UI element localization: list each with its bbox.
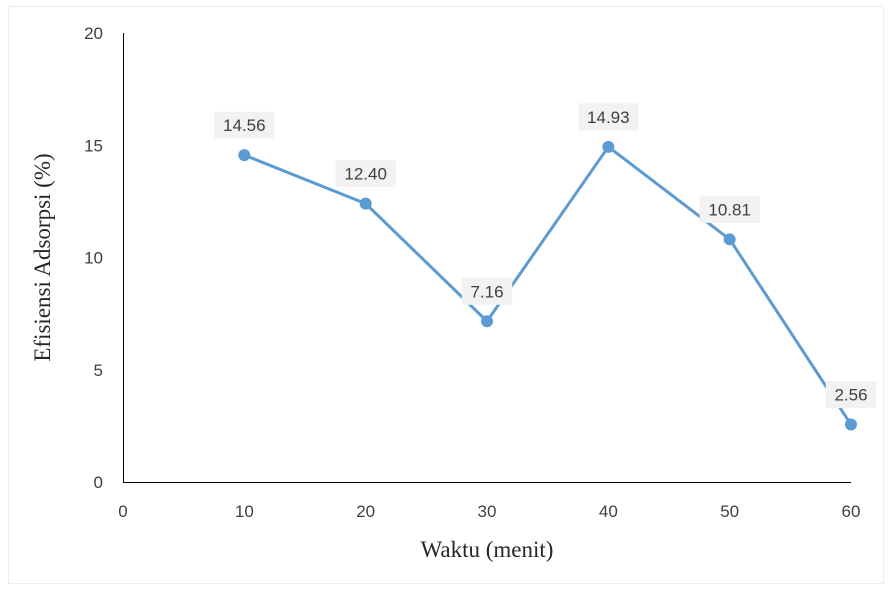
- y-tick-label: 0: [94, 473, 103, 492]
- data-label: 14.56: [223, 116, 266, 135]
- axes: [123, 33, 851, 483]
- data-point: [845, 418, 857, 431]
- series-line: [243, 145, 853, 426]
- data-label-box: [699, 195, 760, 223]
- chart-frame: [8, 6, 884, 584]
- data-point: [359, 197, 372, 210]
- data-point: [238, 149, 251, 162]
- y-tick-label: 15: [84, 136, 103, 155]
- y-tick-label: 10: [84, 249, 103, 268]
- x-tick-label: 10: [235, 502, 254, 521]
- data-label-box: [461, 277, 513, 305]
- x-tick-label: 20: [356, 502, 375, 521]
- y-tick-label: 5: [94, 361, 103, 380]
- data-label-box: [825, 381, 877, 409]
- x-tick-label: 50: [720, 502, 739, 521]
- data-label: 10.81: [708, 200, 751, 219]
- data-labels: 14.56 12.40 7.16 14.93 10.81 2.56: [214, 103, 877, 409]
- data-label: 7.16: [470, 282, 503, 301]
- data-point: [481, 315, 493, 328]
- data-label: 14.93: [587, 108, 630, 127]
- data-label: 2.56: [834, 386, 867, 405]
- x-tick-label: 30: [478, 502, 497, 521]
- data-point: [723, 233, 736, 246]
- data-label-box: [335, 160, 396, 188]
- x-tick-label: 40: [599, 502, 618, 521]
- data-label: 12.40: [344, 165, 387, 184]
- y-axis-title: Efisiensi Adsorpsi (%): [30, 153, 55, 361]
- data-point: [602, 140, 615, 153]
- x-axis-title: Waktu (menit): [421, 537, 554, 562]
- x-tick-label: 0: [118, 502, 127, 521]
- series-layer: [238, 140, 857, 431]
- data-label-box: [578, 103, 639, 131]
- y-tick-labels: 0 5 10 15 20: [84, 24, 103, 492]
- x-tick-label: 60: [842, 502, 861, 521]
- data-label-box: [214, 111, 275, 139]
- x-tick-labels: 0 10 20 30 40 50 60: [118, 502, 860, 521]
- y-tick-label: 20: [84, 24, 103, 43]
